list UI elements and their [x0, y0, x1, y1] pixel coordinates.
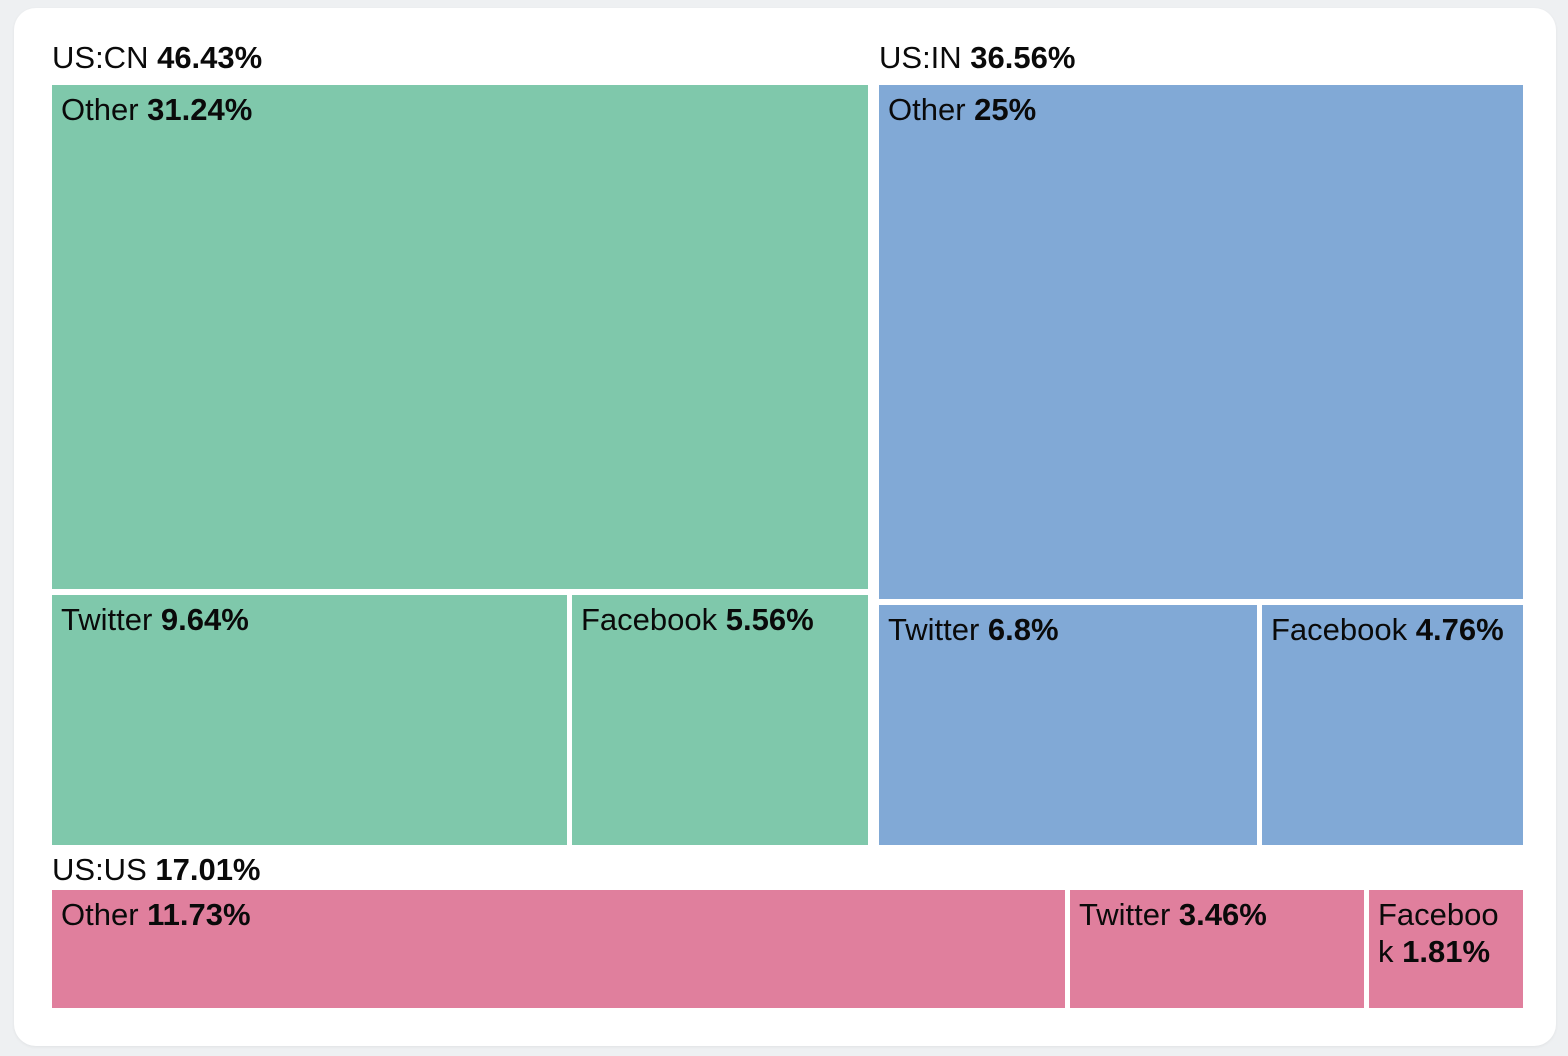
- group-name: US:IN: [879, 40, 971, 75]
- treemap-cell-us-in-other[interactable]: Other 25%: [879, 85, 1523, 599]
- cell-value: 25%: [974, 92, 1037, 127]
- cell-value: 4.76%: [1415, 612, 1504, 647]
- cell-value: 9.64%: [160, 602, 249, 637]
- group-name: US:US: [52, 852, 156, 887]
- cell-name: Other: [61, 92, 148, 127]
- treemap-group-label-us-in: US:IN 36.56%: [879, 40, 1075, 76]
- cell-label: Facebook 5.56%: [572, 595, 868, 638]
- cell-value: 5.56%: [725, 602, 814, 637]
- cell-label: Facebook 1.81%: [1369, 890, 1523, 970]
- cell-value: 11.73%: [147, 897, 251, 932]
- group-value: 17.01%: [155, 852, 261, 887]
- cell-label: Twitter 3.46%: [1070, 890, 1364, 933]
- cell-name: Twitter: [1079, 897, 1179, 932]
- cell-name: Facebook: [581, 602, 726, 637]
- cell-value: 1.81%: [1402, 934, 1491, 969]
- cell-name: Other: [61, 897, 148, 932]
- treemap-cell-us-us-facebook[interactable]: Facebook 1.81%: [1369, 890, 1523, 1008]
- cell-value: 6.8%: [987, 612, 1059, 647]
- treemap-group-label-us-cn: US:CN 46.43%: [52, 40, 262, 76]
- cell-name: Facebook: [1378, 897, 1499, 969]
- cell-value: 3.46%: [1178, 897, 1267, 932]
- cell-label: Other 25%: [879, 85, 1523, 128]
- treemap-cell-us-cn-facebook[interactable]: Facebook 5.56%: [572, 595, 868, 845]
- cell-name: Other: [888, 92, 975, 127]
- cell-label: Twitter 9.64%: [52, 595, 567, 638]
- cell-name: Facebook: [1271, 612, 1416, 647]
- group-value: 46.43%: [157, 40, 263, 75]
- treemap-cell-us-us-twitter[interactable]: Twitter 3.46%: [1070, 890, 1364, 1008]
- cell-name: Twitter: [61, 602, 161, 637]
- cell-label: Facebook 4.76%: [1262, 605, 1523, 648]
- treemap-cell-us-in-facebook[interactable]: Facebook 4.76%: [1262, 605, 1523, 845]
- cell-name: Twitter: [888, 612, 988, 647]
- cell-label: Twitter 6.8%: [879, 605, 1257, 648]
- treemap-group-label-us-us: US:US 17.01%: [52, 852, 261, 888]
- treemap-cell-us-cn-other[interactable]: Other 31.24%: [52, 85, 868, 589]
- cell-value: 31.24%: [147, 92, 253, 127]
- cell-label: Other 31.24%: [52, 85, 868, 128]
- treemap-cell-us-us-other[interactable]: Other 11.73%: [52, 890, 1065, 1008]
- cell-label: Other 11.73%: [52, 890, 1065, 933]
- group-name: US:CN: [52, 40, 158, 75]
- group-value: 36.56%: [970, 40, 1076, 75]
- treemap-cell-us-cn-twitter[interactable]: Twitter 9.64%: [52, 595, 567, 845]
- treemap-cell-us-in-twitter[interactable]: Twitter 6.8%: [879, 605, 1257, 845]
